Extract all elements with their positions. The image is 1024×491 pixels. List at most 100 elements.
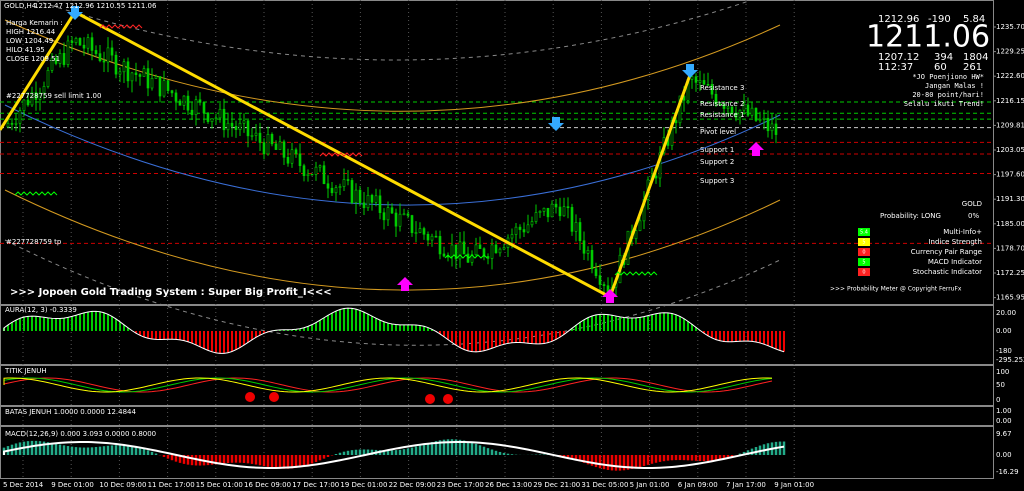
candle-body	[710, 84, 714, 95]
price-tick-label: 1197.60	[996, 171, 1024, 179]
candle-body	[750, 107, 754, 116]
banner: >>> Jopoen Gold Trading System : Super B…	[10, 287, 332, 298]
candle-body	[510, 234, 514, 239]
panel-axis-label: -180	[996, 347, 1012, 355]
candle-body	[634, 230, 638, 240]
candle-body	[706, 84, 710, 86]
candle-body	[110, 47, 114, 56]
candle-body	[694, 76, 698, 83]
quote-change: -190	[928, 14, 951, 25]
candle-body	[474, 244, 478, 256]
candle-body	[726, 106, 730, 109]
signal-zigzag	[444, 254, 488, 259]
candle-body	[366, 195, 370, 209]
meter-percent: 0%	[968, 212, 979, 220]
panel-axis-label: 0.00	[996, 451, 1012, 459]
candle-body	[722, 104, 726, 109]
arrow-up	[602, 289, 618, 303]
channel-lower	[4, 189, 781, 291]
arrow-up	[748, 142, 764, 156]
candle-body	[282, 141, 286, 158]
candle-body	[562, 206, 566, 217]
candle-body	[166, 80, 170, 91]
candle-body	[774, 123, 778, 135]
titik-dot	[443, 394, 453, 404]
texts: 1235.70 1229.25 1222.60 1216.15 1209.81 1203.…	[3, 2, 1024, 489]
candle-body	[558, 206, 562, 217]
grid	[22, 0, 996, 478]
aura-line	[3, 307, 785, 354]
meter-badge-label: 0	[862, 270, 865, 276]
candle-body	[522, 229, 526, 233]
signal-zigzag	[14, 191, 58, 196]
candle-body	[10, 123, 14, 125]
candle-body	[490, 244, 494, 259]
frames	[0, 0, 994, 479]
time-tick-label: 16 Dec 09:00	[244, 481, 291, 489]
quote-low: 1207.12	[878, 52, 919, 63]
panel-title: BATAS JENUH 1.0000 0.0000 12.4844	[5, 408, 137, 416]
candle-body	[582, 240, 586, 254]
candle-body	[134, 72, 138, 75]
signal-zigzag	[99, 24, 143, 29]
panel-axis-label: -16.29	[996, 468, 1019, 476]
motto-line: 20-80 point/hari!	[912, 91, 984, 99]
candle-body	[126, 61, 130, 82]
pivot-label: Support 3	[700, 177, 734, 185]
candle-body	[414, 232, 418, 234]
candle-body	[658, 152, 662, 179]
titik-dot	[245, 392, 255, 402]
candle-body	[714, 93, 718, 105]
candle-body	[94, 50, 98, 54]
candle-body	[766, 117, 770, 132]
candle-body	[586, 250, 590, 254]
candle-body	[54, 57, 58, 64]
candle-body	[182, 95, 186, 106]
candle-body	[298, 153, 302, 166]
price-tick-label: 1172.25	[996, 269, 1024, 277]
candle-body	[338, 186, 342, 188]
candle-body	[530, 221, 534, 226]
candle-body	[342, 179, 346, 187]
candle-body	[194, 99, 198, 115]
meter-row-label: Multi-Info+	[943, 228, 982, 236]
candle-body	[254, 132, 258, 136]
pivot-label: Resistance 1	[700, 111, 744, 119]
info-line: HIGH 1216.44	[6, 28, 56, 36]
candle-body	[590, 250, 594, 270]
info-line: LOW 1204.49	[6, 37, 53, 45]
candle-body	[718, 103, 722, 106]
time-tick-label: 23 Dec 17:00	[437, 481, 484, 489]
candle-body	[674, 120, 678, 124]
candle-body	[210, 118, 214, 122]
candle-body	[702, 80, 706, 85]
candle-body	[162, 80, 166, 97]
panel-axis-label: 1.00	[996, 407, 1012, 415]
candle-body	[554, 203, 558, 208]
candle-body	[546, 207, 550, 218]
meter-footer: >>> Probability Meter @ Copyright FerruF…	[830, 286, 962, 293]
titik-line	[3, 377, 773, 393]
price-tick-label: 1185.00	[996, 220, 1024, 228]
candle-body	[350, 180, 354, 204]
candle-body	[218, 108, 222, 119]
panel-axis-label: 50	[996, 381, 1005, 389]
candle-body	[570, 207, 574, 232]
candle-body	[386, 207, 390, 221]
time-tick-label: 7 Jan 17:00	[726, 481, 766, 489]
meter-badge-label: 0	[862, 250, 865, 256]
candle-body	[526, 224, 530, 233]
candle-body	[262, 142, 266, 155]
candle-body	[74, 38, 78, 43]
candle-body	[638, 220, 642, 232]
order-label: #227728759 sell limit 1.00	[6, 92, 101, 100]
candle-body	[578, 222, 582, 242]
candle-body	[98, 53, 102, 62]
time-tick-label: 26 Dec 13:00	[485, 481, 532, 489]
arrow-up	[397, 277, 413, 291]
candle-body	[158, 76, 162, 97]
candle-body	[362, 202, 366, 209]
pivot-label: Support 2	[700, 158, 734, 166]
candle-body	[238, 122, 242, 130]
candle-body	[62, 53, 66, 65]
